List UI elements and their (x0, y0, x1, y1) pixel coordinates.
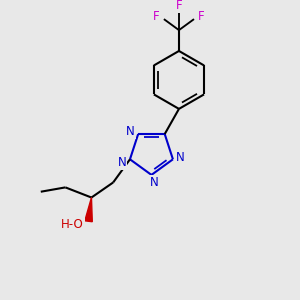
Text: H-O: H-O (61, 218, 84, 231)
Text: N: N (149, 176, 158, 189)
Text: F: F (153, 10, 160, 23)
Text: F: F (198, 10, 205, 23)
Text: N: N (118, 156, 127, 169)
Text: N: N (126, 124, 135, 138)
Polygon shape (85, 197, 92, 222)
Text: N: N (176, 151, 185, 164)
Text: F: F (176, 0, 183, 12)
